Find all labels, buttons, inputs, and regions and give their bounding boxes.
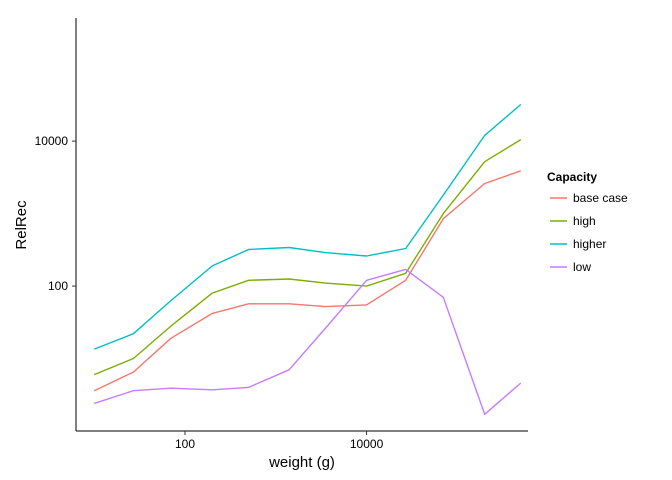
legend-label: low bbox=[573, 260, 591, 274]
legend: Capacity base case high higher low bbox=[547, 170, 628, 274]
series-line-base-case bbox=[93, 170, 522, 392]
series-line-higher bbox=[93, 103, 522, 350]
series-line-low bbox=[93, 268, 522, 415]
legend-label: base case bbox=[573, 191, 628, 205]
series-line-high bbox=[93, 139, 522, 376]
x-axis-title: weight (g) bbox=[268, 454, 335, 471]
y-tick-label: 100 bbox=[48, 279, 68, 293]
y-axis-ticks: 100 10000 bbox=[35, 134, 76, 293]
legend-title: Capacity bbox=[547, 170, 597, 184]
x-tick-label: 100 bbox=[175, 437, 195, 451]
y-axis-title: RelRec bbox=[13, 200, 30, 250]
legend-label: high bbox=[573, 214, 596, 228]
y-tick-label: 10000 bbox=[35, 134, 69, 148]
plot-area bbox=[93, 103, 522, 415]
x-tick-label: 10000 bbox=[350, 437, 384, 451]
x-axis-ticks: 100 10000 bbox=[175, 431, 384, 451]
legend-label: higher bbox=[573, 237, 606, 251]
